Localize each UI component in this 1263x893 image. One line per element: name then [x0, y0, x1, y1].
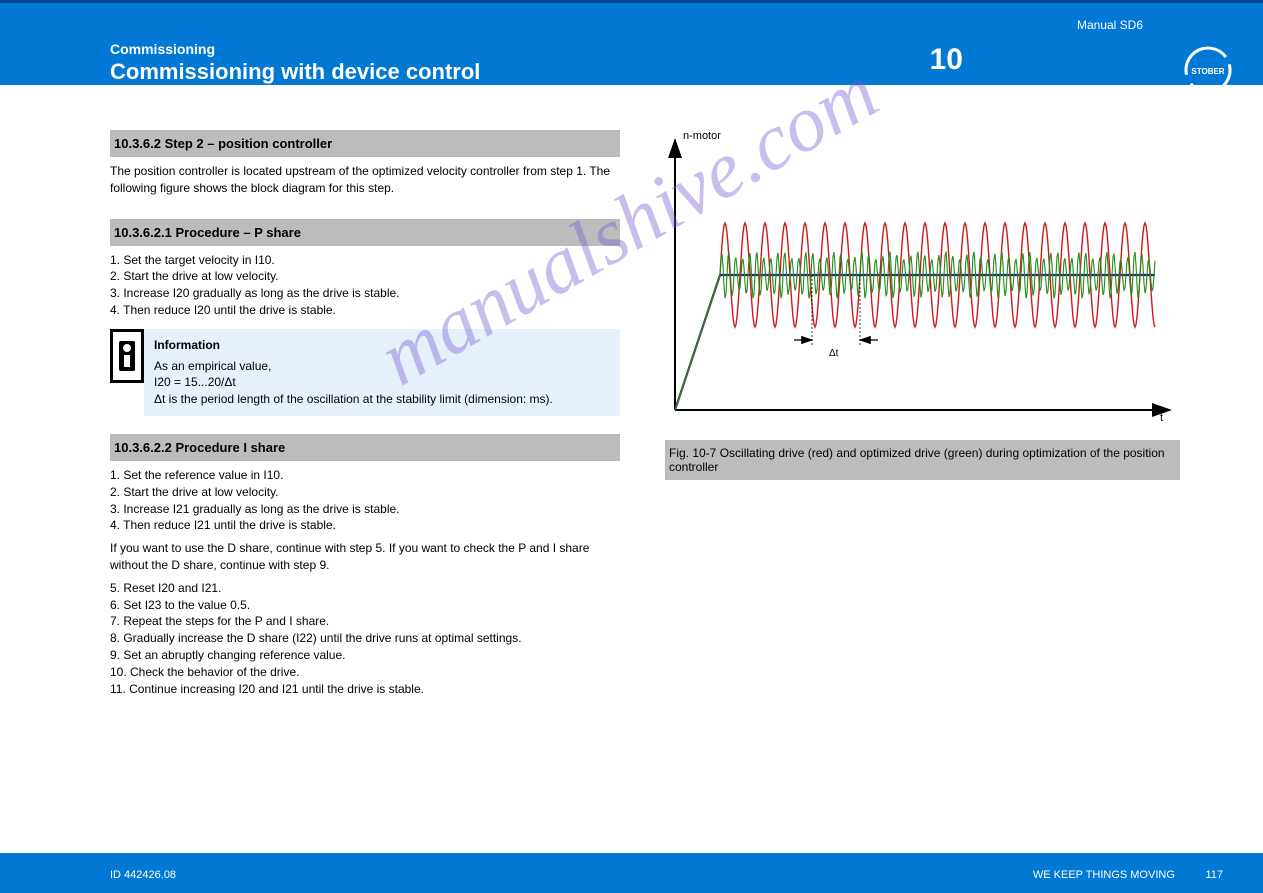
step-i-note: If you want to use the D share, continue… [110, 540, 620, 574]
step-i7: 7. Repeat the steps for the P and I shar… [110, 613, 620, 630]
left-column: 10.3.6.2 Step 2 – position controller Th… [110, 130, 620, 697]
header-bar: Commissioning Commissioning with device … [0, 0, 1263, 85]
footer-id: ID 442426.08 [110, 869, 176, 881]
heading-p-share: 10.3.6.2.1 Procedure – P share [110, 219, 620, 246]
info-icon [110, 329, 144, 383]
step-i4: 4. Then reduce I21 until the drive is st… [110, 517, 620, 534]
heading-i-share: 10.3.6.2.2 Procedure I share [110, 434, 620, 461]
step-i2: 2. Start the drive at low velocity. [110, 484, 620, 501]
heading-step2: 10.3.6.2 Step 2 – position controller [110, 130, 620, 157]
step-i3: 3. Increase I21 gradually as long as the… [110, 501, 620, 518]
step-i8: 8. Gradually increase the D share (I22) … [110, 630, 620, 647]
header-subtitle: Commissioning [110, 41, 480, 57]
i-share-steps: 1. Set the reference value in I10. 2. St… [110, 467, 620, 697]
step-i5: 5. Reset I20 and I21. [110, 580, 620, 597]
chart-svg [665, 130, 1180, 430]
figure-caption: Fig. 10-7 Oscillating drive (red) and op… [665, 440, 1180, 480]
logo-icon: STOBER [1183, 45, 1233, 95]
p-share-steps: 1. Set the target velocity in I10. 2. St… [110, 252, 620, 319]
step-i11: 11. Continue increasing I20 and I21 unti… [110, 681, 620, 698]
step-p4: 4. Then reduce I20 until the drive is st… [110, 302, 620, 319]
manual-title: Manual SD6 [1077, 18, 1143, 32]
step-p2: 2. Start the drive at low velocity. [110, 268, 620, 285]
header-title: Commissioning with device control [110, 59, 480, 85]
step-i6: 6. Set I23 to the value 0.5. [110, 597, 620, 614]
oscillation-chart: n-motor t Δt [665, 130, 1180, 430]
info-box: Information As an empirical value, I20 =… [110, 329, 620, 416]
info-line-c: Δt is the period length of the oscillati… [154, 391, 610, 408]
right-column: n-motor t Δt Fig. 10-7 Oscillating drive… [665, 130, 1180, 480]
footer-bar: ID 442426.08 WE KEEP THINGS MOVING 117 [0, 853, 1263, 893]
page-number: 117 [1205, 869, 1223, 881]
paragraph-intro: The position controller is located upstr… [110, 163, 620, 197]
info-line-a: As an empirical value, [154, 358, 610, 375]
step-i10: 10. Check the behavior of the drive. [110, 664, 620, 681]
header-text-block: Commissioning Commissioning with device … [110, 41, 480, 85]
svg-text:STOBER: STOBER [1191, 67, 1224, 76]
footer-right-text: WE KEEP THINGS MOVING [1033, 869, 1175, 881]
section-number: 10 [930, 43, 963, 77]
delta-t-label: Δt [829, 348, 838, 359]
step-i9: 9. Set an abruptly changing reference va… [110, 647, 620, 664]
info-line-b: I20 = 15...20/Δt [154, 374, 610, 391]
step-p1: 1. Set the target velocity in I10. [110, 252, 620, 269]
info-content: Information As an empirical value, I20 =… [144, 329, 620, 416]
footer-slogan: WE KEEP THINGS MOVING 117 [1033, 869, 1223, 881]
step-p3: 3. Increase I20 gradually as long as the… [110, 285, 620, 302]
info-title: Information [154, 337, 610, 354]
x-axis-label: t [1160, 412, 1163, 424]
y-axis-label: n-motor [683, 130, 721, 142]
step-i1: 1. Set the reference value in I10. [110, 467, 620, 484]
stober-logo: STOBER [1183, 45, 1233, 100]
